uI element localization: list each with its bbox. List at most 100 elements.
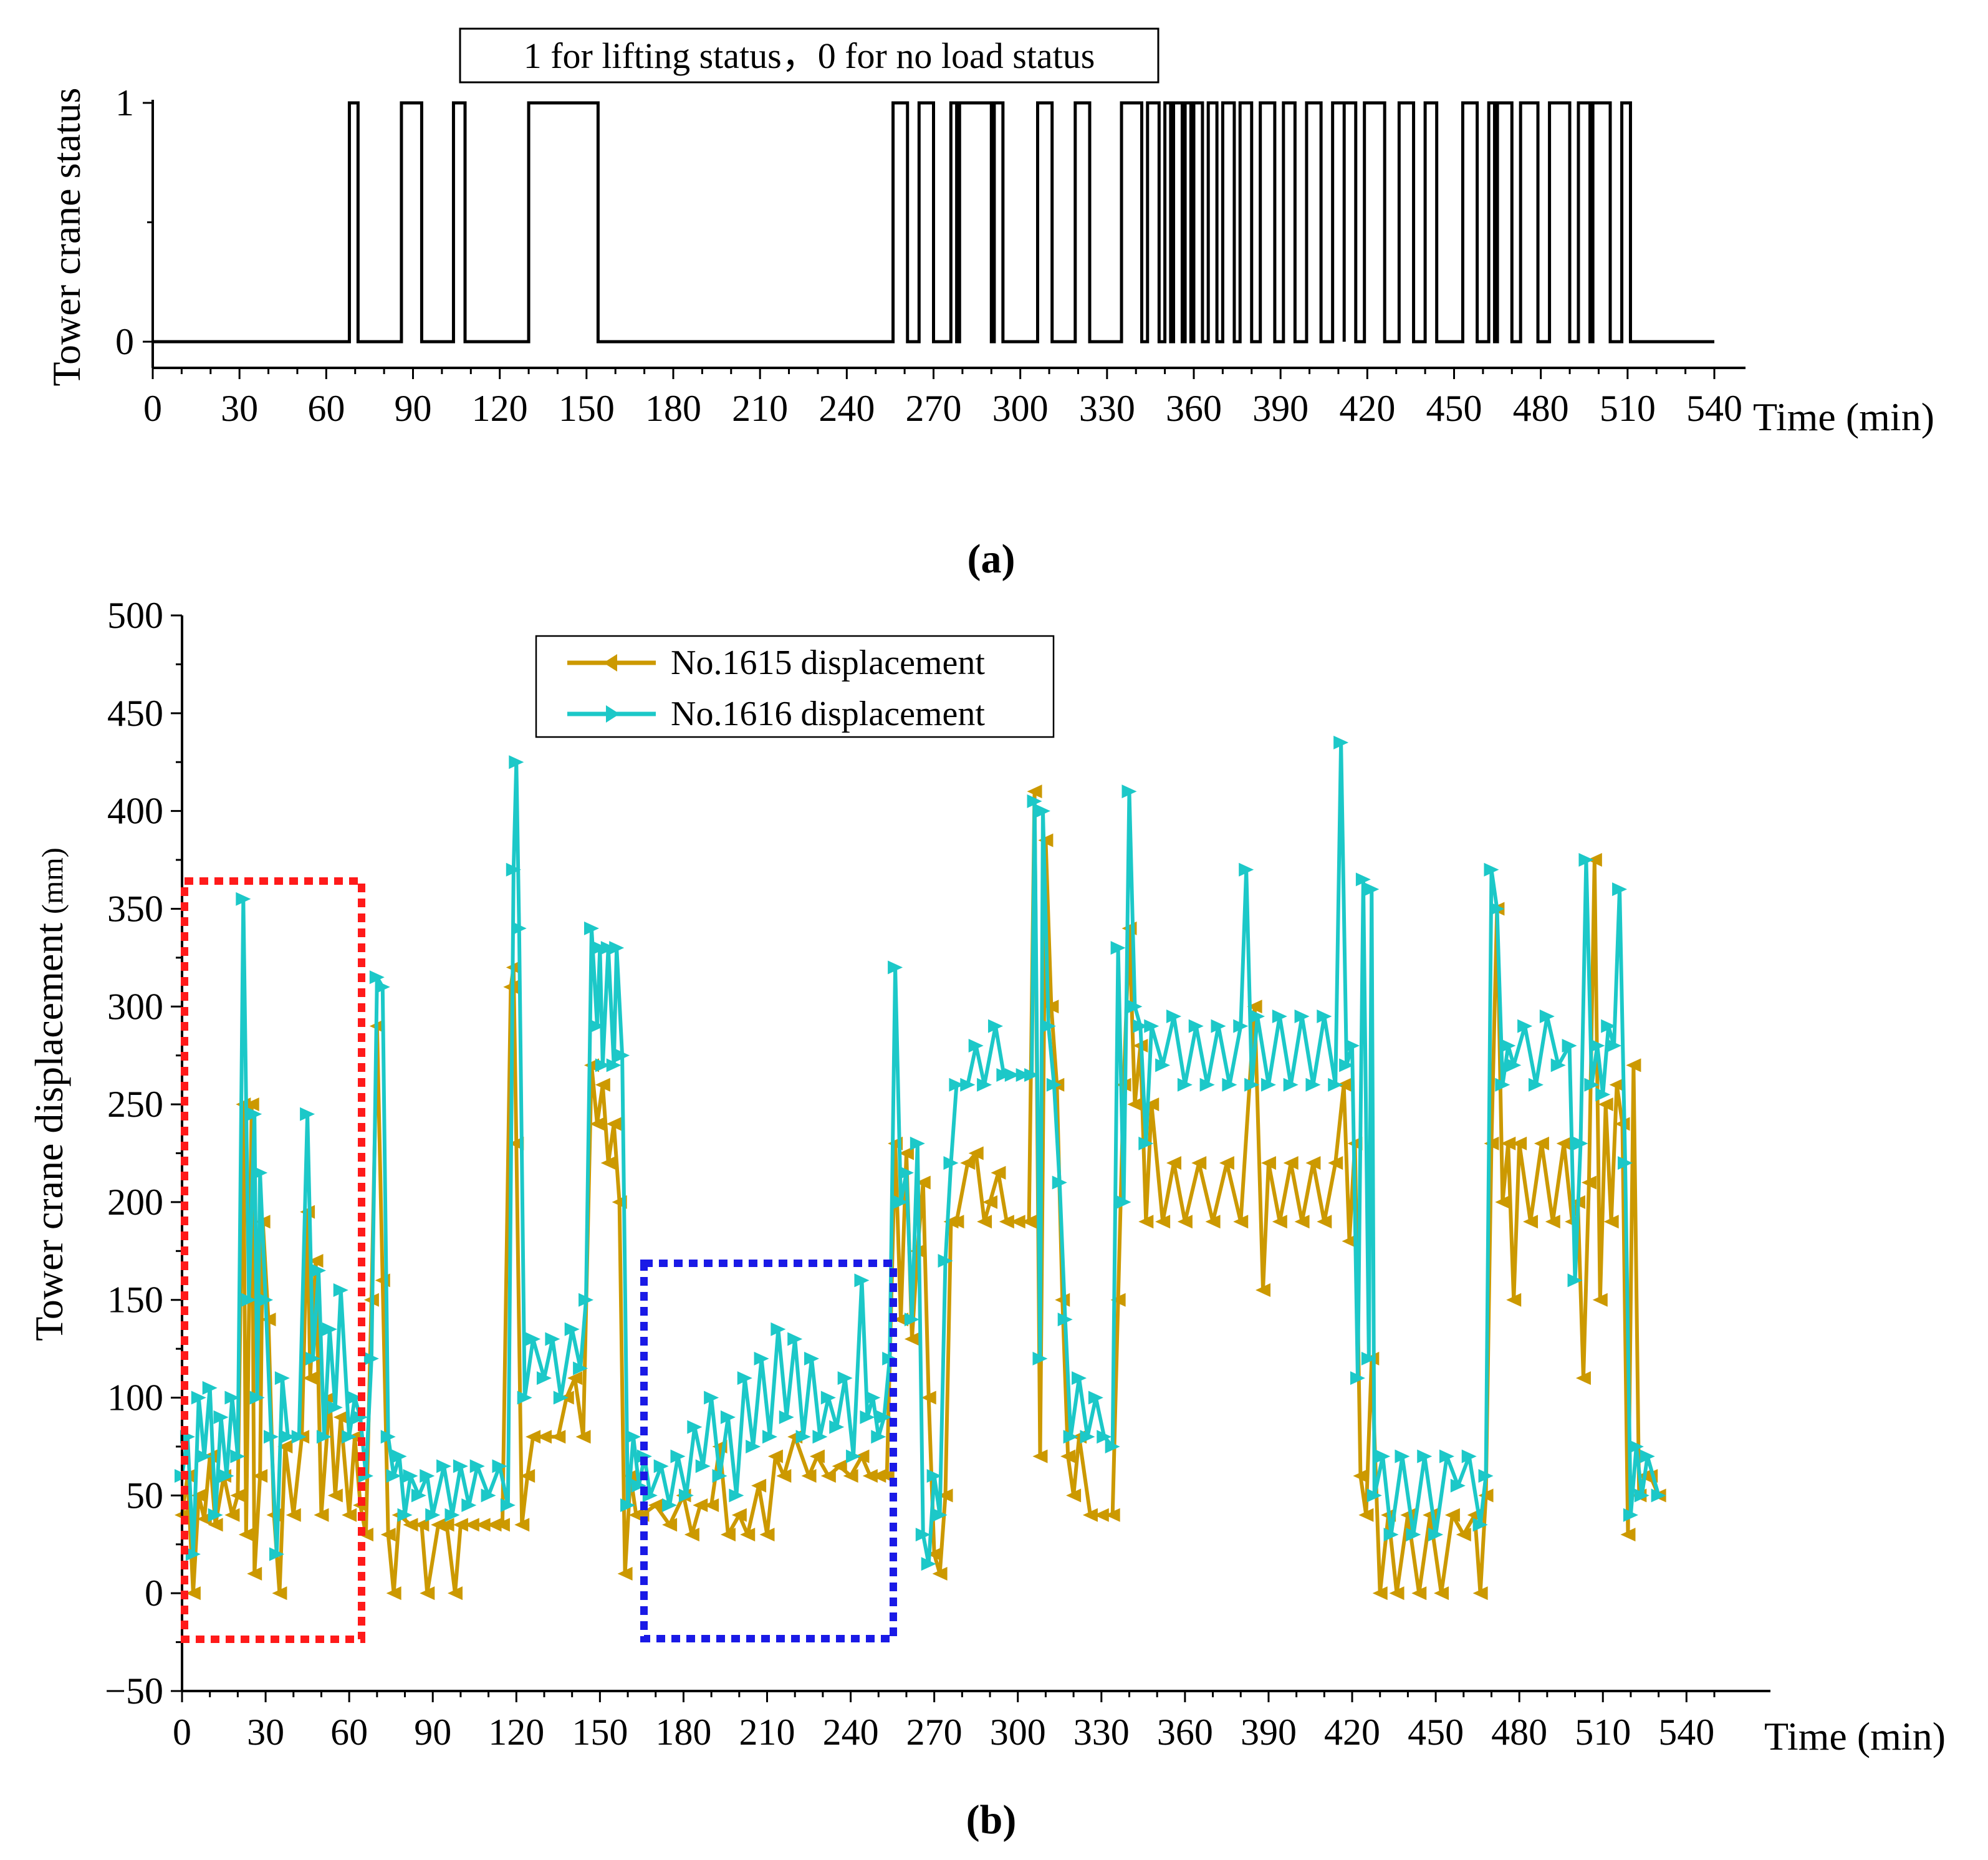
series-1615-point <box>820 1469 836 1483</box>
series-1616-point <box>754 1351 769 1366</box>
series-1616-point <box>678 1488 694 1503</box>
series-1615-point <box>648 1498 663 1513</box>
series-1616-point <box>517 1390 532 1405</box>
series-1615-point <box>1155 1215 1171 1229</box>
series-1615-point <box>244 1097 259 1112</box>
series-1615-point <box>230 1488 246 1503</box>
series-1616-point <box>1080 1430 1095 1444</box>
series-1616-point <box>1612 882 1628 897</box>
panel-b-y-tick-label: 500 <box>107 595 163 636</box>
series-1616-point <box>876 1410 892 1424</box>
series-1616-point <box>1339 1058 1355 1072</box>
series-1616-point <box>949 1077 964 1092</box>
series-1616-point <box>1439 1449 1454 1463</box>
series-1616-point <box>904 1313 920 1327</box>
series-1615-point <box>999 1215 1014 1229</box>
series-1615-point <box>600 1156 616 1170</box>
series-1615-point <box>314 1508 329 1522</box>
series-1616-point <box>804 1351 820 1366</box>
series-1615-point <box>1484 1136 1499 1150</box>
series-1615-point <box>277 1439 293 1453</box>
series-1616-point <box>564 1322 580 1336</box>
series-1616-point <box>453 1459 468 1473</box>
series-1615-point <box>247 1566 262 1581</box>
series-1615-point <box>358 1528 373 1542</box>
series-1615-point <box>1272 1215 1287 1229</box>
panel-a-y-tick-label: 1 <box>115 82 134 123</box>
series-1616-point <box>737 1371 752 1385</box>
series-1616-point <box>1461 1449 1477 1463</box>
series-1616-point <box>1590 1039 1605 1053</box>
series-1616-point <box>687 1420 703 1434</box>
panel-a-y-axis-title: Tower crane status <box>44 88 89 387</box>
series-1616-point <box>291 1430 307 1444</box>
series-1616-point <box>1478 1469 1494 1483</box>
series-1616-point <box>1501 1039 1516 1053</box>
series-1616-point <box>1283 1077 1299 1092</box>
series-1616-point <box>1188 1019 1204 1033</box>
series-1616-point <box>996 1068 1012 1082</box>
series-1615-point <box>606 1117 622 1131</box>
series-1616-point <box>1450 1478 1466 1493</box>
series-1616-point <box>615 1048 630 1063</box>
series-1616-point <box>1417 1449 1433 1463</box>
series-1615-point <box>1545 1215 1560 1229</box>
series-1615-point <box>982 1195 998 1209</box>
series-1616-point <box>1495 1077 1510 1092</box>
panel-b-x-tick-label: 210 <box>739 1712 795 1753</box>
series-1616-point <box>1057 1313 1073 1327</box>
panel-b-x-tick-label: 90 <box>414 1712 451 1753</box>
series-1616-point <box>196 1449 212 1463</box>
series-1616-point <box>310 1263 326 1278</box>
series-1615-point <box>308 1254 324 1268</box>
series-1616-point <box>425 1508 441 1522</box>
series-1616-point <box>249 1390 265 1405</box>
series-1615-point <box>776 1469 792 1483</box>
series-1616-point <box>1328 1077 1343 1092</box>
panel-b-y-tick-label: 0 <box>145 1573 163 1614</box>
series-1616-point <box>185 1547 201 1561</box>
series-1615-point <box>595 1077 610 1092</box>
series-1616-point <box>977 1077 992 1092</box>
series-1615-point <box>767 1449 783 1463</box>
panel-a-x-tick-label: 540 <box>1686 388 1742 429</box>
series-1616-point <box>1027 794 1042 808</box>
series-1615-point <box>1534 1136 1549 1150</box>
panel-a-marks <box>153 101 1714 344</box>
panel-b-y-tick-label: 100 <box>107 1377 163 1419</box>
series-1616-point <box>631 1478 646 1493</box>
series-1615-point <box>589 1117 605 1131</box>
series-1616-point <box>1489 902 1505 916</box>
series-1616-point <box>938 1254 953 1268</box>
series-1615-point <box>932 1566 948 1581</box>
series-1616-point <box>1628 1439 1644 1453</box>
series-1615-point <box>526 1430 541 1444</box>
series-1616-point <box>252 1165 268 1180</box>
series-1616-point <box>1366 1488 1382 1503</box>
series-1615-point <box>208 1518 223 1532</box>
series-1615-point <box>862 1469 878 1483</box>
series-1616-point <box>1484 862 1499 877</box>
series-1616-point <box>280 1430 295 1444</box>
panel-b-x-tick-label: 330 <box>1073 1712 1130 1753</box>
series-1615-point <box>991 1165 1006 1180</box>
series-1616-point <box>1211 1019 1226 1033</box>
series-1616-point <box>1040 1019 1056 1033</box>
series-1615-point <box>740 1528 756 1542</box>
series-1615-point <box>1523 1215 1539 1229</box>
panel-a-x-tick-label: 390 <box>1252 388 1309 429</box>
series-1616-point <box>820 1390 836 1405</box>
panel-a-caption: (a) <box>968 536 1016 582</box>
series-1616-point <box>771 1322 786 1336</box>
series-1615-point <box>960 1156 976 1170</box>
series-1615-point <box>252 1469 268 1483</box>
series-1615-point <box>1093 1508 1109 1522</box>
panel-b-x-tick-label: 480 <box>1491 1712 1547 1753</box>
series-1616-point <box>327 1400 343 1415</box>
legend-label-1616: No.1616 displacement <box>671 695 985 733</box>
series-1615-point <box>1082 1508 1098 1522</box>
series-1616-point <box>1166 1009 1181 1023</box>
series-1615-point <box>1587 853 1602 867</box>
series-1615-point <box>1144 1097 1160 1112</box>
